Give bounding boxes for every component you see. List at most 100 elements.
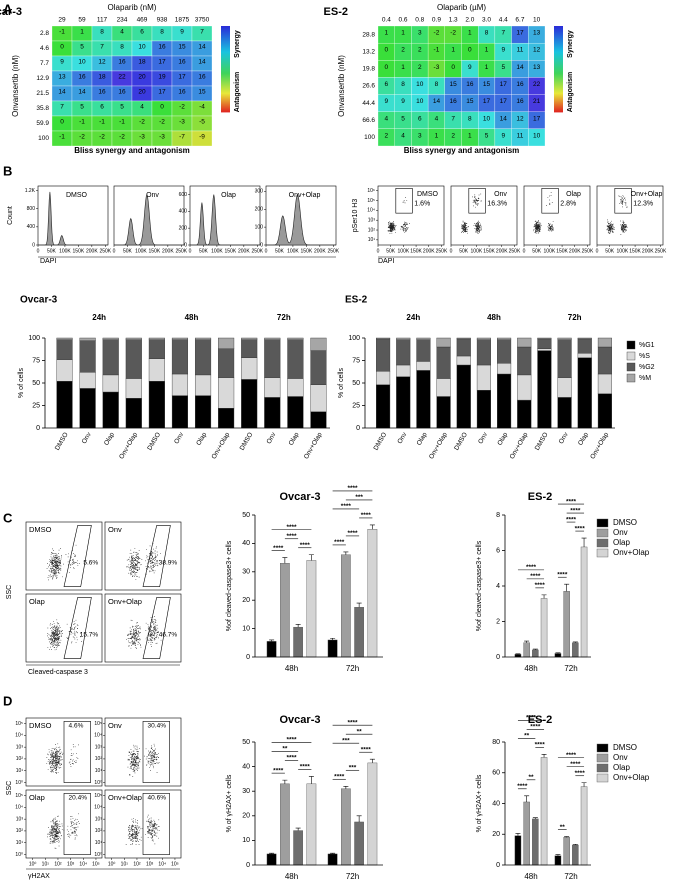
bar-segment — [557, 397, 572, 429]
y-axis-label: %of cleaved-caspase3+ cells — [476, 540, 483, 631]
cell-value: 16 — [178, 89, 186, 96]
cell-events — [47, 619, 82, 651]
y-tick-label: 50 — [32, 380, 40, 387]
significance-label: **** — [575, 525, 586, 532]
y-tick-label: 10² — [368, 227, 376, 233]
x-tick-label: 0 — [523, 248, 526, 254]
bar-segment — [517, 399, 532, 429]
cell-value: 15 — [198, 89, 206, 96]
x-tick-label: 1.3 — [449, 17, 458, 24]
bar-segment — [194, 339, 212, 376]
y-axis-label: % of cells — [338, 368, 345, 398]
cell-value: 19 — [158, 74, 166, 81]
bar-segment — [456, 364, 471, 429]
bar — [554, 855, 562, 866]
bar-segment — [456, 337, 471, 340]
y-tick-label: 10¹ — [16, 768, 24, 774]
bar-segment — [577, 337, 592, 340]
cell-value: 4 — [401, 132, 405, 139]
cell-value: 16 — [98, 89, 106, 96]
cell-value: 10 — [416, 98, 424, 105]
gate — [142, 793, 170, 855]
bar-segment — [148, 358, 165, 382]
gate — [63, 525, 92, 587]
plot-frame — [377, 185, 445, 246]
significance-label: **** — [273, 545, 284, 552]
gate-percent: 16.3% — [487, 201, 507, 208]
x-tick-label: 10⁴ — [158, 861, 166, 867]
cell-value: 17 — [533, 115, 541, 122]
x-axis-label: Olaparib (nM) — [108, 3, 157, 12]
sample-label: Olap — [29, 793, 45, 802]
cell-value: 1 — [485, 64, 489, 71]
significance-label: ** — [282, 746, 288, 753]
legend-swatch — [596, 548, 609, 558]
error-bar — [295, 827, 301, 831]
cell-value: 17 — [500, 98, 508, 105]
cell-value: 13 — [533, 64, 541, 71]
x-tick-label: 50K — [123, 248, 133, 254]
bar-segment — [125, 378, 142, 399]
group-label: 48h — [524, 872, 537, 881]
group-label: 48h — [524, 664, 537, 673]
x-tick-label: 150K — [410, 248, 422, 254]
y-tick-label: 30 — [242, 788, 250, 795]
cell-value: 1 — [401, 30, 405, 37]
error-bar — [269, 852, 275, 854]
cell-value: 15 — [178, 44, 186, 51]
y-tick-label: 35.8 — [36, 105, 49, 112]
colorbar — [221, 26, 230, 113]
significance-label: **** — [273, 767, 284, 774]
bar-segment — [287, 396, 304, 429]
histogram-curve — [190, 194, 260, 246]
bar-segment — [517, 374, 532, 401]
gate — [142, 525, 171, 587]
x-tick-label: 10⁴ — [79, 861, 87, 867]
legend-swatch — [596, 743, 609, 753]
cell-value: 16 — [198, 74, 206, 81]
y-tick-label: 10³ — [95, 816, 103, 822]
error-bar — [282, 557, 288, 564]
y-axis-label: % of cells — [18, 368, 25, 398]
cell-value: -3 — [139, 134, 145, 141]
bar-segment — [264, 397, 281, 429]
significance-label: **** — [341, 503, 352, 510]
y-tick-label: 80 — [492, 739, 500, 746]
bar — [554, 653, 562, 658]
y-tick-label: 0 — [356, 425, 360, 432]
cell-value: 3 — [418, 30, 422, 37]
cell-value: -3 — [159, 134, 165, 141]
cell-value: 22 — [533, 81, 541, 88]
y-tick-label: 10² — [95, 828, 103, 834]
cell-value: 8 — [485, 30, 489, 37]
group-label: 24h — [92, 313, 106, 322]
bar — [563, 591, 570, 658]
y-tick-label: 4.6 — [40, 45, 49, 52]
bar — [563, 837, 570, 866]
cell-value: 8 — [100, 29, 104, 36]
y-tick-label: 66.6 — [362, 117, 375, 124]
x-tick-label: 2.0 — [465, 17, 474, 24]
gate — [142, 721, 170, 783]
cell-value: 1 — [401, 64, 405, 71]
x-tick-label: 0 — [450, 248, 453, 254]
y-tick-label: 20 — [492, 831, 500, 838]
significance-label: *** — [349, 764, 357, 771]
group-label: 72h — [346, 872, 359, 881]
x-tick-label: 10² — [133, 861, 141, 867]
histogram-curve — [114, 193, 184, 246]
bar — [540, 598, 548, 658]
cell-value: 15 — [483, 81, 491, 88]
bar — [354, 821, 364, 866]
bar — [280, 783, 290, 866]
significance-label: **** — [575, 770, 586, 777]
legend-swatch — [626, 373, 636, 383]
gate-percent: 40.6% — [148, 795, 167, 802]
x-tick-label: 10⁰ — [108, 861, 116, 867]
plot-frame — [104, 521, 182, 591]
plot-frame — [450, 185, 518, 246]
x-tick-label: 117 — [97, 17, 108, 24]
cell-value: 17 — [178, 74, 186, 81]
significance-label: ** — [524, 733, 530, 740]
cell-value: -7 — [179, 134, 185, 141]
